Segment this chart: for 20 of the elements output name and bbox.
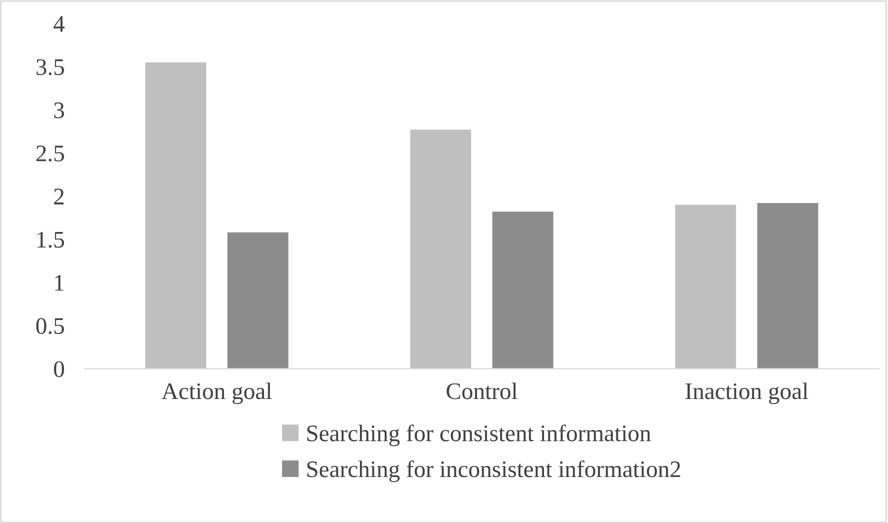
bar bbox=[145, 62, 206, 369]
y-tick-label: 0 bbox=[54, 361, 64, 378]
y-tick-label: 4 bbox=[54, 16, 65, 32]
y-tick-label: 0.5 bbox=[36, 318, 64, 334]
y-tick-label: 1 bbox=[55, 275, 64, 291]
y-tick-label: 1.5 bbox=[37, 232, 64, 248]
bar bbox=[675, 204, 736, 369]
legend-label: Searching for inconsistent information2 bbox=[307, 460, 680, 482]
bar bbox=[492, 212, 554, 369]
bar bbox=[410, 130, 472, 369]
x-tick-label: Action goal bbox=[162, 382, 272, 404]
x-tick-label: Control bbox=[446, 382, 518, 400]
bar bbox=[227, 232, 288, 369]
y-tick-label: 3.5 bbox=[36, 59, 64, 76]
y-tick-label: 2 bbox=[54, 188, 64, 204]
y-tick-label: 2.5 bbox=[36, 146, 64, 162]
y-tick-label: 3 bbox=[54, 102, 64, 118]
bar bbox=[757, 203, 818, 369]
legend-label: Searching for consistent information bbox=[307, 424, 651, 446]
x-tick-label: Inaction goal bbox=[686, 382, 808, 404]
